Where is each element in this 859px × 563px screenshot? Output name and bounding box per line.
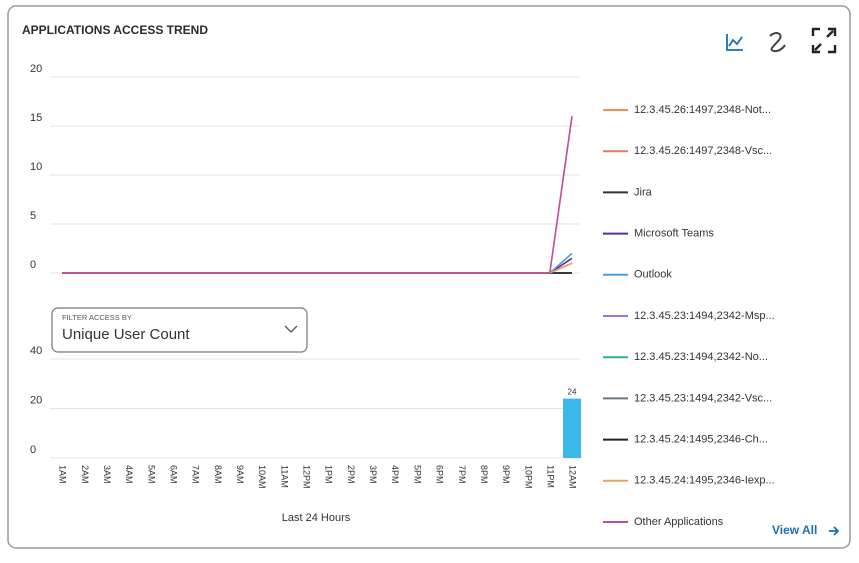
- card: [7, 5, 851, 549]
- x-tick-label: 1AM: [58, 465, 68, 484]
- x-tick-label: 8PM: [479, 465, 489, 484]
- dropdown-label: FILTER ACCESS BY: [62, 313, 132, 322]
- dropdown-value: Unique User Count: [62, 326, 190, 343]
- legend-label: 12.3.45.23:1494,2342-No...: [634, 351, 768, 363]
- legend-label: 12.3.45.23:1494,2342-Vsc...: [634, 392, 772, 404]
- x-tick-label: 7PM: [457, 465, 467, 484]
- y-tick-label: 0: [30, 259, 36, 271]
- x-tick-label: 4PM: [390, 465, 400, 484]
- x-tick-label: 5PM: [412, 465, 422, 484]
- y-tick-label: 0: [30, 444, 36, 456]
- y-tick-label: 20: [30, 63, 42, 75]
- x-tick-label: 2PM: [346, 465, 356, 484]
- y-tick-label: 5: [30, 210, 36, 222]
- dropdown-box[interactable]: [51, 307, 308, 353]
- view-all[interactable]: View All: [772, 523, 817, 537]
- x-tick-label: 10AM: [257, 465, 267, 489]
- expand-icon[interactable]: [811, 27, 837, 54]
- filter-dropdown[interactable]: FILTER ACCESS BY Unique User Count: [51, 307, 308, 353]
- legend-label: Other Applications: [634, 516, 724, 528]
- smooth-icon[interactable]: [769, 32, 786, 53]
- legend-label: Microsoft Teams: [634, 228, 714, 240]
- x-tick-label: 10PM: [523, 465, 533, 489]
- x-tick-label: 11AM: [279, 465, 289, 488]
- x-tick-label: 5AM: [146, 465, 156, 484]
- y-tick-label: 15: [30, 112, 42, 124]
- view-all-arrow[interactable]: [829, 526, 840, 536]
- x-tick-label: 4AM: [124, 465, 134, 484]
- series-line: [62, 116, 573, 274]
- x-tick-label: 3PM: [368, 465, 378, 484]
- x-tick-label: 11PM: [545, 465, 555, 488]
- legend-label: 12.3.45.24:1495,2346-Ch...: [634, 434, 768, 446]
- widget-title: APPLICATIONS ACCESS TREND: [22, 23, 208, 37]
- legend-label: 12.3.45.26:1497,2348-Vsc...: [634, 145, 772, 157]
- x-tick-label: 2AM: [80, 465, 90, 484]
- bar: [563, 398, 581, 458]
- legend-label: 12.3.45.24:1495,2346-Iexp...: [634, 475, 775, 487]
- bar-value-label: 24: [568, 388, 577, 397]
- x-tick-label: 6AM: [168, 465, 178, 484]
- x-tick-label: 9AM: [235, 465, 245, 484]
- legend-label: 12.3.45.23:1494,2342-Msp...: [634, 310, 775, 322]
- x-tick-label: 7AM: [191, 465, 201, 484]
- y-tick-label: 40: [30, 345, 42, 357]
- x-tick-label: 1PM: [324, 465, 334, 484]
- x-tick-label: 8AM: [213, 465, 223, 484]
- y-tick-label: 20: [30, 394, 42, 406]
- x-axis-title: Last 24 Hours: [282, 512, 351, 524]
- legend-label: Outlook: [634, 269, 672, 281]
- line-chart-icon[interactable]: [726, 34, 743, 51]
- x-tick-label: 9PM: [501, 465, 511, 484]
- legend-label: Jira: [634, 186, 653, 198]
- chevron: [284, 325, 298, 333]
- x-tick-label: 3AM: [102, 465, 112, 484]
- x-tick-label: 12PM: [302, 465, 312, 489]
- legend-label: 12.3.45.26:1497,2348-Not...: [634, 104, 771, 116]
- x-tick-label: 6PM: [435, 465, 445, 484]
- y-tick-label: 10: [30, 161, 42, 173]
- x-tick-label: 12AM: [568, 465, 578, 489]
